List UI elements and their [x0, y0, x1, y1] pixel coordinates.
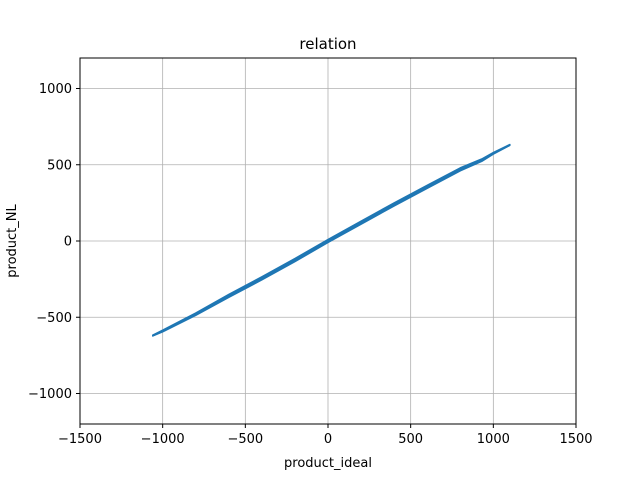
y-tick-label: 1000 [39, 82, 72, 97]
x-tick-label: 500 [398, 432, 423, 447]
y-tick-label: 0 [64, 235, 72, 250]
y-axis-label: product_NL [5, 204, 20, 278]
x-tick-label: 1500 [559, 432, 592, 447]
y-tick-label: −1000 [28, 387, 72, 402]
x-tick-label: −1500 [58, 432, 102, 447]
series-line [152, 144, 511, 337]
x-tick-label: −1000 [141, 432, 185, 447]
tick-layer: −1500 −1000 −500 0 500 1000 1500 −1000 −500 0 500 1… [28, 82, 593, 447]
x-tick-label: −500 [227, 432, 263, 447]
x-tick-label: 0 [324, 432, 332, 447]
data-layer [151, 143, 511, 337]
y-tick-label: 500 [47, 158, 72, 173]
chart-title: relation [299, 35, 356, 53]
x-axis-label: product_ideal [284, 456, 372, 471]
y-tick-label: −500 [36, 311, 72, 326]
grid-layer [79, 58, 577, 424]
x-tick-label: 1000 [477, 432, 510, 447]
